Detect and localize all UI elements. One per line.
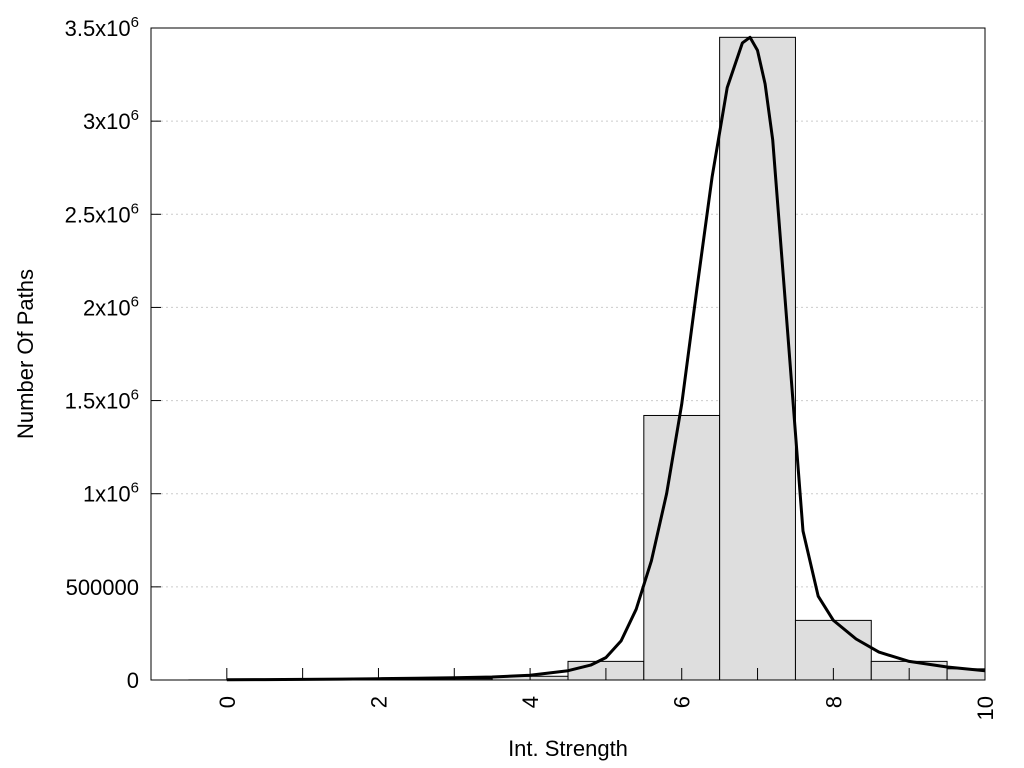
- y-tick-label-2: 1x106: [83, 480, 139, 507]
- grid-lines: [151, 120, 985, 588]
- x-axis-tick-labels: 0 2 4 6 8 10: [215, 696, 998, 720]
- x-axis-ticks: [226, 668, 986, 680]
- histogram-bars: [188, 36, 986, 681]
- x-tick-label-8: 8: [821, 696, 846, 708]
- x-tick-label-10: 10: [973, 696, 998, 720]
- plot-frame: [150, 27, 986, 681]
- fit-curve-group: [226, 35, 986, 682]
- bar-6: [643, 414, 721, 681]
- bar-7: [719, 36, 796, 681]
- y-axis-tick-labels: 0 500000 1x106 1.5x106 2x106 2.5x106 3x106 3.5x…: [65, 14, 139, 693]
- y-tick-label-6: 3x106: [83, 107, 139, 134]
- y-axis-title: Number Of Paths: [13, 269, 38, 439]
- x-tick-label-6: 6: [670, 696, 695, 708]
- x-tick-label-4: 4: [518, 696, 543, 708]
- y-tick-label-3: 1.5x106: [65, 387, 139, 414]
- y-tick-label-7: 3.5x106: [65, 14, 139, 41]
- x-tick-label-2: 2: [366, 696, 391, 708]
- y-axis-ticks: [151, 27, 161, 681]
- fit-curve: [226, 35, 986, 682]
- y-tick-label-4: 2x106: [83, 293, 139, 320]
- y-tick-label-0: 0: [127, 668, 139, 693]
- x-axis-title: Int. Strength: [508, 736, 628, 761]
- x-tick-label-0: 0: [215, 696, 240, 708]
- y-tick-label-5: 2.5x106: [65, 200, 139, 227]
- y-tick-label-1: 500000: [66, 575, 139, 600]
